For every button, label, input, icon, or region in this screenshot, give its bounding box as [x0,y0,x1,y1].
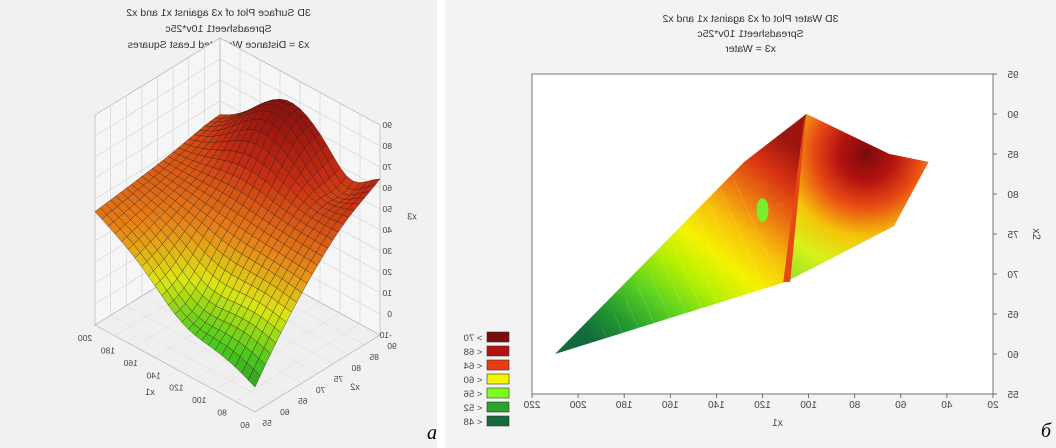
legend-label: < 52 [464,403,483,414]
x-axis-label: x1 [145,387,155,397]
contour-band-line [637,285,657,328]
y-tick-label: 65 [298,396,308,406]
surface-cell [248,368,261,388]
contour-band-line [731,175,781,284]
surface-plot-panel: 3D Surface Plot of x3 against x1 and x2 … [0,0,437,448]
legend-swatch [486,359,510,371]
contour-region-hot [785,114,929,282]
contour-band-line [672,244,703,311]
legend-swatch [486,331,510,343]
x-tick-label: 80 [217,408,227,418]
contour-band-line [589,340,594,349]
surface-plot-svg: 9080706050403020100-10x32001801601401201… [78,37,417,430]
y-tick-label: 95 [1007,70,1019,81]
z-tick-label: 10 [382,288,392,298]
contour-band-line [601,326,610,344]
contour-band-line [684,230,719,306]
water-plot-svg: 220 200 180 160 140 120 100 80 60 40 20 x1 95 90 85 80 7… [464,70,1042,429]
x-tick-label: 80 [849,400,861,411]
z-tick-label: 20 [382,267,392,277]
z-tick-label: 40 [382,225,392,235]
contour-band-line [625,299,641,333]
x-tick-label: 120 [169,383,183,393]
contour-band-line [696,216,735,301]
y-tick-label: 85 [1007,150,1019,161]
panel-letter-a: a [427,422,437,444]
y-tick-label: 60 [1007,350,1019,361]
water-plot-panel: 3D Water Plot of x3 against x1 and x2 Sp… [445,0,1056,448]
legend-label: > 70 [464,333,483,344]
contour-band-line [720,189,766,290]
y-tick-label: 70 [1007,270,1019,281]
x-tick-label: 200 [569,400,586,411]
legend-label: < 48 [464,417,483,428]
y-tick-label: 60 [280,407,290,417]
y-tick-label: 80 [351,363,361,373]
z-tick-label: -10 [379,330,392,340]
z-tick-label: 90 [382,120,392,130]
y-tick-label: 90 [1007,110,1019,121]
y-tick-label: 85 [369,352,379,362]
x-tick-label: 100 [800,400,817,411]
x-tick-label: 200 [78,333,92,343]
y-tick-label: 90 [387,341,397,351]
y-tick-label: 55 [262,418,272,428]
y-tick-label: 70 [316,385,326,395]
surface-mesh [94,98,381,388]
x-tick-label: 120 [754,400,771,411]
y-tick-label: 65 [1007,310,1019,321]
x-tick-label: 140 [146,370,160,380]
y-tick-label: 55 [1007,390,1019,401]
z-tick-label: 60 [382,183,392,193]
x-axis-label: x1 [772,418,783,429]
legend-label: < 64 [464,361,483,372]
x-tick-label: 180 [615,400,632,411]
panel-letter-b: б [1041,420,1052,442]
legend-swatch [486,345,510,357]
contour-band-line [648,271,672,322]
y-axis-label: x2 [1030,228,1042,240]
contour-streak [783,114,807,282]
contour-band-line [708,203,750,295]
x-tick-label: 40 [941,400,953,411]
contour-feature [756,198,769,222]
x-tick-label: 220 [523,400,540,411]
x-tick-label: 160 [662,400,679,411]
y-axis-label: x2 [350,382,360,392]
legend-label: < 56 [464,389,483,400]
z-tick-label: 50 [382,204,392,214]
z-tick-label: 80 [382,141,392,151]
y-tick-label: 75 [1007,230,1019,241]
x-tick-label: 100 [192,395,206,405]
legend-label: < 68 [464,347,483,358]
contour-feature [777,202,784,210]
contour-band-line [660,257,688,317]
legend-swatch [486,401,510,413]
y-tick-label: 80 [1007,190,1019,201]
x-tick-label: 60 [895,400,907,411]
y-tick-label: 75 [333,374,343,384]
x-tick-label: 140 [708,400,725,411]
legend-label: < 60 [464,375,483,386]
x-tick-label: 160 [123,358,137,368]
z-tick-label: 0 [387,309,392,319]
contour-band-line [613,312,626,338]
x-tick-label: 180 [100,345,114,355]
z-tick-label: 70 [382,162,392,172]
z-axis-label: x3 [407,212,417,222]
legend-swatch [486,373,510,385]
z-tick-label: 30 [382,246,392,256]
legend-swatch [486,415,510,427]
x-tick-label: 20 [987,400,999,411]
legend-swatch [486,387,510,399]
x-tick-label: 60 [240,420,250,430]
